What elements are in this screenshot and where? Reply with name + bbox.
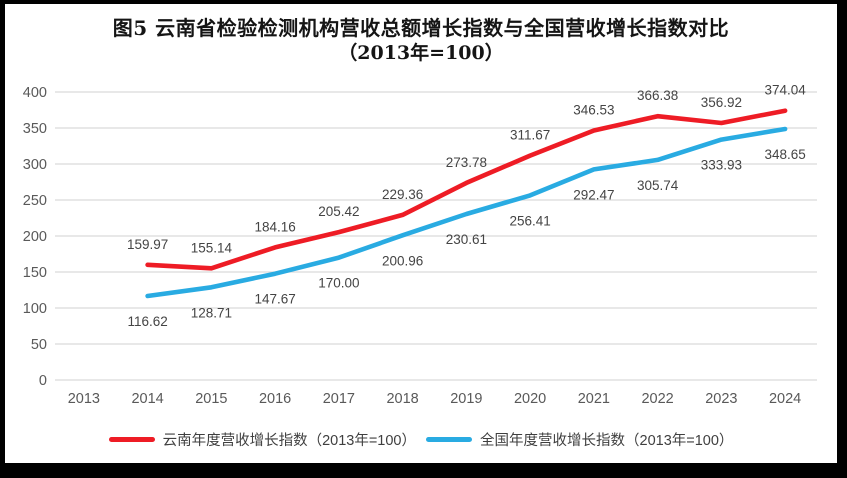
svg-text:159.97: 159.97: [127, 237, 168, 252]
svg-text:2013: 2013: [68, 391, 100, 407]
svg-text:200.96: 200.96: [382, 253, 423, 268]
svg-text:333.93: 333.93: [701, 158, 742, 173]
svg-text:170.00: 170.00: [318, 276, 359, 291]
svg-text:400: 400: [23, 85, 47, 101]
svg-text:2022: 2022: [641, 391, 673, 407]
svg-text:0: 0: [39, 373, 47, 389]
svg-text:273.78: 273.78: [446, 155, 487, 170]
svg-text:116.62: 116.62: [127, 314, 167, 329]
yunnan-series-swatch: [108, 437, 155, 442]
svg-text:366.38: 366.38: [637, 88, 678, 103]
svg-text:50: 50: [31, 337, 47, 353]
svg-text:2016: 2016: [259, 391, 291, 407]
svg-text:100: 100: [23, 301, 47, 317]
line-chart: 0 50 100 150 200 250 300 350 400 2013 2014 2015 2016…: [23, 83, 817, 407]
svg-text:356.92: 356.92: [701, 95, 742, 110]
chart-panel: 0 50 100 150 200 250 300 350 400 2013 2014 2015 2016…: [5, 4, 837, 463]
svg-text:229.36: 229.36: [382, 187, 423, 202]
chart-title-line1: 图5 云南省检验检测机构营收总额增长指数与全国营收增长指数对比: [112, 16, 730, 40]
svg-text:250: 250: [23, 193, 47, 209]
svg-text:147.67: 147.67: [254, 292, 295, 307]
svg-text:230.61: 230.61: [446, 232, 487, 247]
svg-text:348.65: 348.65: [764, 147, 805, 162]
svg-text:374.04: 374.04: [764, 83, 806, 98]
svg-text:256.41: 256.41: [509, 213, 550, 228]
svg-text:2021: 2021: [578, 391, 610, 407]
svg-text:292.47: 292.47: [573, 187, 614, 202]
legend: 云南年度营收增长指数（2013年=100） 全国年度营收增长指数（2013年=1…: [5, 429, 837, 450]
svg-text:311.67: 311.67: [510, 128, 550, 143]
svg-text:2017: 2017: [323, 391, 355, 407]
svg-text:346.53: 346.53: [573, 103, 614, 118]
svg-text:2019: 2019: [450, 391, 482, 407]
national-series-swatch: [426, 437, 472, 442]
svg-text:350: 350: [23, 121, 47, 137]
national-series-label: 全国年度营收增长指数（2013年=100）: [480, 433, 734, 449]
yunnan-series-label: 云南年度营收增长指数（2013年=100）: [162, 433, 416, 449]
svg-text:184.16: 184.16: [254, 219, 295, 234]
legend-item-national: 全国年度营收增长指数（2013年=100）: [426, 429, 733, 450]
chart-title-line2: （2013年=100）: [338, 42, 504, 64]
svg-text:2014: 2014: [131, 391, 163, 407]
svg-text:2023: 2023: [705, 391, 737, 407]
svg-text:2015: 2015: [195, 391, 227, 407]
chart-title: 图5 云南省检验检测机构营收总额增长指数与全国营收增长指数对比 （2013年=1…: [5, 15, 837, 65]
svg-text:2020: 2020: [514, 391, 546, 407]
svg-text:2024: 2024: [769, 391, 801, 407]
svg-text:200: 200: [23, 229, 47, 245]
svg-text:128.71: 128.71: [191, 305, 232, 320]
svg-text:300: 300: [23, 157, 47, 173]
svg-text:2018: 2018: [386, 391, 418, 407]
svg-text:155.14: 155.14: [191, 240, 233, 255]
legend-item-yunnan: 云南年度营收增长指数（2013年=100）: [108, 429, 416, 450]
svg-text:205.42: 205.42: [318, 204, 359, 219]
svg-text:150: 150: [23, 265, 47, 281]
svg-text:305.74: 305.74: [637, 178, 679, 193]
